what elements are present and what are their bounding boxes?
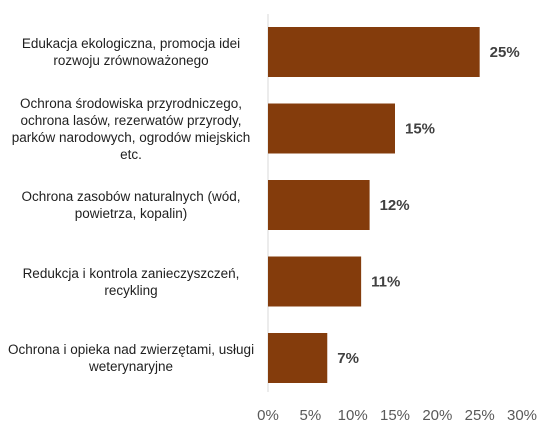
data-label: 7% <box>337 350 359 367</box>
category-label-line: Edukacja ekologiczna, promocja idei <box>21 36 241 51</box>
data-label: 11% <box>371 274 400 291</box>
category-label: Ochrona i opieka nad zwierzętami, usługi… <box>0 341 262 375</box>
category-label-line: weterynaryjne <box>88 359 174 374</box>
bar <box>268 180 370 230</box>
category-label-line: Ochrona środowiska przyrodniczego, <box>19 95 243 111</box>
category-label-line: recykling <box>104 282 158 298</box>
category-label-line: Ochrona i opieka nad zwierzętami, usługi <box>7 342 255 357</box>
bar <box>268 103 395 154</box>
category-label-line: Redukcja i kontrola zanieczyszczeń, <box>22 265 240 281</box>
category-label: Ochrona zasobów naturalnych (wód, powietr… <box>0 188 262 222</box>
tick-label: 25% <box>465 407 495 424</box>
tick-label: 20% <box>422 407 452 424</box>
category-label-line: etc. <box>120 146 142 162</box>
category-label: Ochrona środowiska przyrodniczego, ochron… <box>0 95 262 163</box>
bar <box>268 27 480 77</box>
category-label: Redukcja i kontrola zanieczyszczeń, recyk… <box>0 265 262 299</box>
data-label: 12% <box>380 197 410 214</box>
tick-label: 5% <box>299 407 321 424</box>
category-label-line: Ochrona zasobów naturalnych (wód, <box>21 189 241 204</box>
tick-label: 15% <box>380 407 410 424</box>
category-label-line: rozwoju zrównoważonego <box>53 53 209 68</box>
data-label: 15% <box>405 121 435 138</box>
bar <box>268 256 362 307</box>
category-label-line: powietrza, kopalin) <box>74 206 188 221</box>
data-label: 25% <box>490 44 520 61</box>
tick-label: 0% <box>257 407 279 424</box>
category-label-line: ochrona lasów, rezerwatów przyrody, <box>20 112 242 128</box>
category-label-line: parków narodowych, ogrodów miejskich <box>11 129 251 145</box>
tick-label: 30% <box>507 407 537 424</box>
category-label: Edukacja ekologiczna, promocja idei rozwo… <box>0 35 262 69</box>
bar <box>268 333 328 383</box>
tick-label: 10% <box>338 407 368 424</box>
